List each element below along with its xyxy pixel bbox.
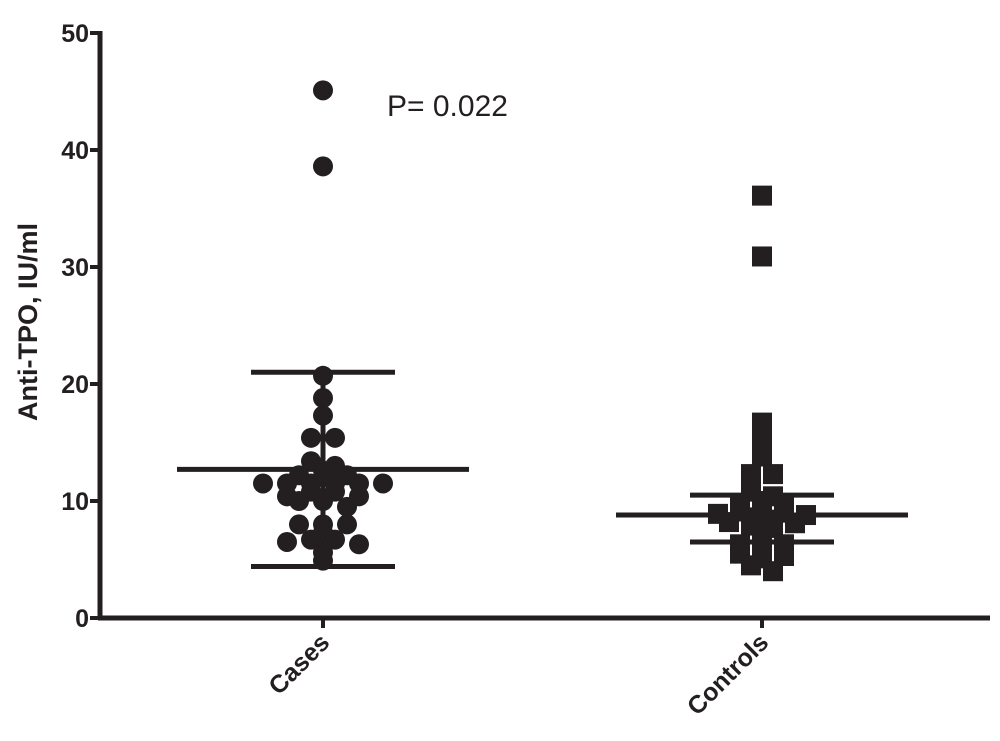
data-point-cases bbox=[313, 460, 333, 481]
data-point-cases bbox=[289, 491, 309, 511]
p-value-annotation: P= 0.022 bbox=[387, 90, 508, 123]
data-point-controls bbox=[719, 512, 739, 533]
y-tick-label: 30 bbox=[61, 254, 89, 282]
axes-layer: 0 10 20 30 40 50 Cases Controls bbox=[61, 20, 990, 721]
data-point-cases bbox=[289, 514, 309, 535]
y-tick-label: 10 bbox=[61, 488, 89, 516]
data-point-controls bbox=[752, 446, 772, 467]
data-point-cases bbox=[313, 550, 333, 571]
data-point-cases bbox=[277, 531, 297, 552]
data-point-cases bbox=[325, 529, 345, 550]
data-point-controls bbox=[752, 246, 772, 267]
data-point-cases bbox=[373, 473, 393, 494]
data-point-controls bbox=[741, 515, 761, 536]
data-point-cases bbox=[253, 473, 273, 494]
data-point-cases bbox=[301, 529, 321, 550]
data-point-controls bbox=[763, 561, 783, 582]
data-point-cases bbox=[313, 365, 333, 386]
data-point-cases bbox=[313, 80, 333, 101]
data-point-cases bbox=[301, 427, 321, 448]
data-point-controls bbox=[741, 464, 761, 485]
data-point-controls bbox=[785, 513, 805, 534]
x-tick-label-cases: Cases bbox=[263, 628, 335, 700]
x-tick-label-controls: Controls bbox=[682, 628, 774, 720]
data-point-cases bbox=[337, 496, 357, 517]
data-point-cases bbox=[313, 156, 333, 177]
data-point-cases bbox=[313, 491, 333, 511]
data-point-cases bbox=[337, 514, 357, 535]
data-point-controls bbox=[741, 555, 761, 576]
data-point-cases bbox=[349, 534, 369, 555]
y-tick-label: 50 bbox=[61, 20, 89, 48]
data-point-controls bbox=[763, 517, 783, 538]
data-point-cases bbox=[325, 427, 345, 448]
data-point-cases bbox=[313, 405, 333, 426]
y-tick-label: 40 bbox=[61, 137, 89, 165]
data-point-cases bbox=[313, 388, 333, 409]
y-axis-title: Anti-TPO, IU/ml bbox=[13, 223, 43, 421]
y-tick-label: 0 bbox=[75, 605, 89, 633]
data-point-controls bbox=[752, 431, 772, 452]
y-tick-label: 20 bbox=[61, 371, 89, 399]
data-point-controls bbox=[774, 545, 794, 566]
data-point-controls bbox=[763, 464, 783, 485]
data-point-controls bbox=[752, 185, 772, 206]
points-layer bbox=[253, 80, 816, 582]
data-point-controls bbox=[752, 412, 772, 433]
